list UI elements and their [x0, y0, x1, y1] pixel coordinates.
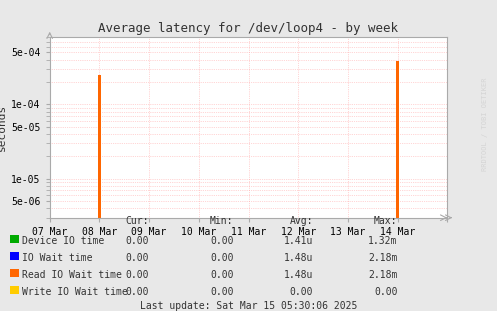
Text: 0.00: 0.00: [374, 287, 398, 297]
Title: Average latency for /dev/loop4 - by week: Average latency for /dev/loop4 - by week: [98, 22, 399, 35]
Text: Write IO Wait time: Write IO Wait time: [22, 287, 128, 297]
Text: 2.18m: 2.18m: [368, 253, 398, 263]
Text: Device IO time: Device IO time: [22, 236, 104, 246]
Text: Avg:: Avg:: [290, 216, 313, 226]
Text: 1.48u: 1.48u: [284, 253, 313, 263]
Text: 0.00: 0.00: [210, 253, 234, 263]
Y-axis label: seconds: seconds: [0, 104, 7, 151]
Text: 0.00: 0.00: [210, 236, 234, 246]
Text: Min:: Min:: [210, 216, 234, 226]
Text: Cur:: Cur:: [126, 216, 149, 226]
Text: 1.32m: 1.32m: [368, 236, 398, 246]
Text: 0.00: 0.00: [126, 236, 149, 246]
Text: Last update: Sat Mar 15 05:30:06 2025: Last update: Sat Mar 15 05:30:06 2025: [140, 301, 357, 311]
Text: Read IO Wait time: Read IO Wait time: [22, 270, 122, 280]
Text: RRDTOOL / TOBI OETIKER: RRDTOOL / TOBI OETIKER: [482, 78, 488, 171]
Text: 0.00: 0.00: [126, 270, 149, 280]
Text: 2.18m: 2.18m: [368, 270, 398, 280]
Text: 0.00: 0.00: [126, 253, 149, 263]
Text: 0.00: 0.00: [290, 287, 313, 297]
Text: Max:: Max:: [374, 216, 398, 226]
Text: IO Wait time: IO Wait time: [22, 253, 93, 263]
Text: 1.41u: 1.41u: [284, 236, 313, 246]
Text: 1.48u: 1.48u: [284, 270, 313, 280]
Text: 0.00: 0.00: [210, 270, 234, 280]
Text: 0.00: 0.00: [126, 287, 149, 297]
Text: 0.00: 0.00: [210, 287, 234, 297]
